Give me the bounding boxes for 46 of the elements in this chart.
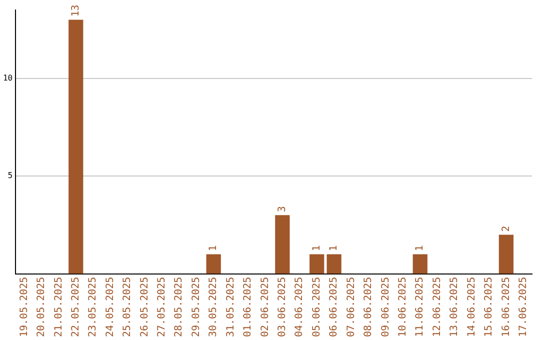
bar	[412, 254, 428, 274]
x-tick-label: 05.06.2025	[311, 276, 322, 338]
y-tick-label: 5	[8, 171, 13, 180]
bar	[326, 254, 342, 274]
data-label: 1	[311, 245, 322, 252]
x-tick-label: 03.06.2025	[277, 276, 288, 338]
x-tick-label: 02.06.2025	[260, 276, 271, 338]
x-tick-label: 07.06.2025	[346, 276, 357, 338]
x-tick-label: 10.06.2025	[398, 276, 408, 338]
x-tick-label: 17.06.2025	[518, 276, 529, 338]
x-tick-label: 12.06.2025	[432, 276, 443, 338]
x-tick-label: 22.05.2025	[70, 276, 82, 338]
x-tick-label: 06.06.2025	[328, 276, 340, 338]
bar	[310, 254, 324, 274]
x-tick-label: 23.05.2025	[88, 276, 99, 338]
data-label: 1	[328, 245, 340, 252]
data-label: 13	[70, 4, 82, 17]
x-tick-label: 20.05.2025	[36, 276, 48, 338]
x-tick-label: 19.05.2025	[18, 276, 30, 338]
x-tick-label: 25.05.2025	[122, 276, 134, 338]
x-tick-label: 09.06.2025	[380, 276, 392, 338]
x-tick-label: 08.06.2025	[363, 276, 374, 338]
data-label: 2	[500, 226, 512, 232]
data-label: 1	[208, 245, 220, 252]
x-tick-label: 21.05.2025	[53, 276, 64, 338]
x-tick-label: 29.05.2025	[190, 276, 202, 338]
x-tick-label: 14.06.2025	[466, 276, 478, 338]
x-tick-label: 31.05.2025	[225, 276, 236, 338]
x-tick-label: 26.05.2025	[139, 276, 150, 338]
x-tick-label: 13.06.2025	[449, 276, 460, 338]
x-tick-label: 27.05.2025	[156, 276, 168, 338]
bar	[206, 254, 221, 274]
bar	[68, 20, 84, 274]
x-tick-label: 24.05.2025	[104, 276, 116, 338]
y-tick-label: 10	[2, 73, 13, 82]
x-tick-label: 28.05.2025	[174, 276, 185, 338]
x-tick-label: 30.05.2025	[208, 276, 220, 338]
x-tick-label: 04.06.2025	[294, 276, 306, 338]
x-tick-label: 01.06.2025	[242, 276, 254, 338]
x-tick-label: 15.06.2025	[484, 276, 495, 338]
data-label: 3	[277, 206, 288, 212]
data-label: 1	[414, 245, 426, 252]
bar	[498, 234, 514, 274]
bar	[275, 215, 290, 274]
x-tick-label: 16.06.2025	[500, 276, 512, 338]
x-tick-label: 11.06.2025	[414, 276, 426, 338]
